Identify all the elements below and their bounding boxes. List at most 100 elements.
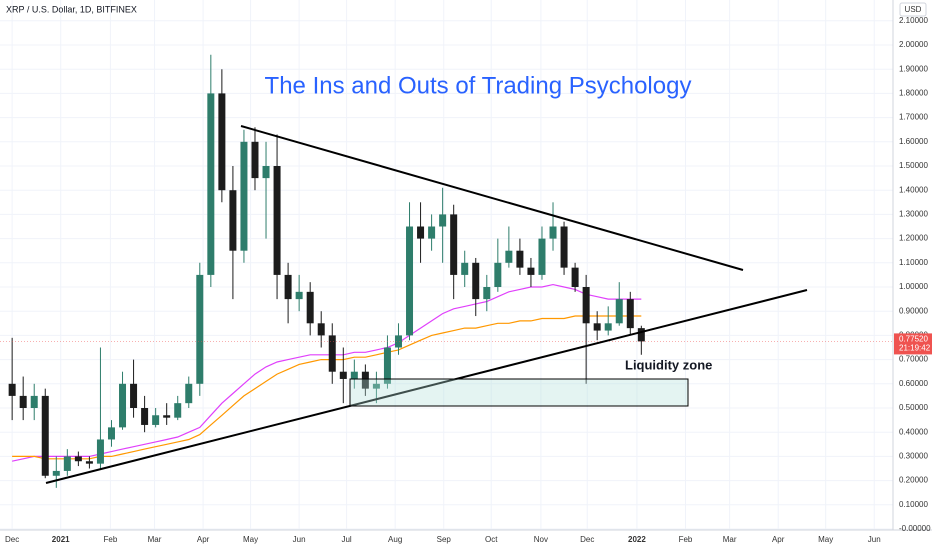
candle-body xyxy=(450,214,458,275)
candle-body xyxy=(483,287,491,300)
candle-body xyxy=(615,299,623,324)
candle-body xyxy=(417,226,425,239)
candle-body xyxy=(185,383,193,404)
x-tick-label: May xyxy=(818,535,833,544)
candle-body xyxy=(273,166,281,275)
candle-body xyxy=(383,347,391,384)
x-tick-label: Oct xyxy=(485,535,498,544)
x-tick-label: Jul xyxy=(341,535,351,544)
y-tick-label: 1.10000 xyxy=(899,258,928,267)
candle-body xyxy=(196,274,204,384)
candle-body xyxy=(637,328,645,342)
x-tick-label: Nov xyxy=(534,535,548,544)
candle-body xyxy=(130,383,138,409)
y-tick-label: 2.00000 xyxy=(899,40,928,49)
x-tick-label: 2021 xyxy=(52,535,70,544)
candle-body xyxy=(41,395,49,476)
candle-body xyxy=(251,141,259,179)
candle-body xyxy=(428,226,436,239)
x-tick-label: Mar xyxy=(723,535,737,544)
x-tick-label: May xyxy=(243,535,258,544)
candle-body xyxy=(516,250,524,268)
currency: USD xyxy=(905,5,922,14)
candle-body xyxy=(394,335,402,348)
candle-body xyxy=(152,415,160,425)
x-tick-label: Jun xyxy=(293,535,306,544)
y-tick-label: 0.70000 xyxy=(899,355,928,364)
x-tick-label: Mar xyxy=(148,535,162,544)
candle-body xyxy=(52,470,60,476)
y-tick-label: -0.00000 xyxy=(899,524,931,533)
y-tick-label: 1.50000 xyxy=(899,161,928,170)
currency-box xyxy=(899,2,927,17)
y-tick-label: 1.90000 xyxy=(899,64,928,73)
candle-body xyxy=(163,415,171,418)
candle-body xyxy=(472,262,480,300)
y-tick-label: 1.80000 xyxy=(899,89,928,98)
x-tick-label: 2022 xyxy=(628,535,646,544)
y-tick-label: 0.20000 xyxy=(899,476,928,485)
candle-body xyxy=(306,291,314,324)
candle-body xyxy=(626,299,634,329)
candle-body xyxy=(119,383,127,428)
candle-body xyxy=(361,371,369,389)
candle-body xyxy=(538,238,546,275)
x-tick-label: Feb xyxy=(103,535,117,544)
y-tick-label: 1.70000 xyxy=(899,113,928,122)
x-tick-label: Sep xyxy=(437,535,452,544)
moving-average xyxy=(12,315,642,460)
candle-body xyxy=(582,287,590,324)
candle-body xyxy=(406,226,414,336)
candle-body xyxy=(604,323,612,331)
candle-body xyxy=(350,371,358,379)
candle-body xyxy=(439,214,447,227)
candle-body xyxy=(571,267,579,288)
candle-body xyxy=(240,141,248,251)
current-price-label: 0.77520 xyxy=(899,335,928,344)
x-tick-label: Feb xyxy=(679,535,693,544)
y-tick-label: 0.50000 xyxy=(899,403,928,412)
y-tick-label: 1.00000 xyxy=(899,282,928,291)
candle-body xyxy=(328,335,336,372)
candle-body xyxy=(593,323,601,331)
candle-body xyxy=(560,226,568,268)
candle-body xyxy=(218,93,226,191)
candle-body xyxy=(85,461,93,464)
chart-title: The Ins and Outs of Trading Psychology xyxy=(265,72,692,99)
candle-body xyxy=(174,403,182,418)
candle-body xyxy=(317,323,325,336)
candle-body xyxy=(63,456,71,471)
candle-body xyxy=(207,93,215,275)
candle-body xyxy=(461,262,469,275)
y-tick-label: 2.10000 xyxy=(899,16,928,25)
y-tick-label: 1.60000 xyxy=(899,137,928,146)
countdown: 21:19:42 xyxy=(899,344,931,353)
axes: 2.10000 2.00000 1.90000 1.80000 1.70000 1.600… xyxy=(5,16,932,544)
y-tick-label: 0.30000 xyxy=(899,452,928,461)
candle-body xyxy=(8,383,16,396)
x-tick-label: Aug xyxy=(388,535,402,544)
current-price-box xyxy=(894,333,932,355)
grid xyxy=(0,0,893,530)
y-tick-label: 0.90000 xyxy=(899,306,928,315)
annotation: Liquidity zone xyxy=(625,357,712,372)
y-tick-label: 0.60000 xyxy=(899,379,928,388)
y-tick-label: 1.40000 xyxy=(899,185,928,194)
candle-body xyxy=(30,395,38,409)
candle-body xyxy=(74,456,82,462)
liquidity-zone-box xyxy=(349,378,689,407)
y-tick-label: 0.40000 xyxy=(899,427,928,436)
lower-trendline xyxy=(45,289,808,484)
candle-body xyxy=(372,383,380,389)
candle-body xyxy=(527,267,535,275)
candle-body xyxy=(494,262,502,288)
candle-body xyxy=(19,395,27,409)
candle-body xyxy=(141,408,149,425)
moving-average xyxy=(11,283,642,462)
y-tick-label: 1.30000 xyxy=(899,210,928,219)
y-tick-label: 0.10000 xyxy=(899,500,928,509)
candle-body xyxy=(229,190,237,251)
candle-body xyxy=(107,427,115,440)
